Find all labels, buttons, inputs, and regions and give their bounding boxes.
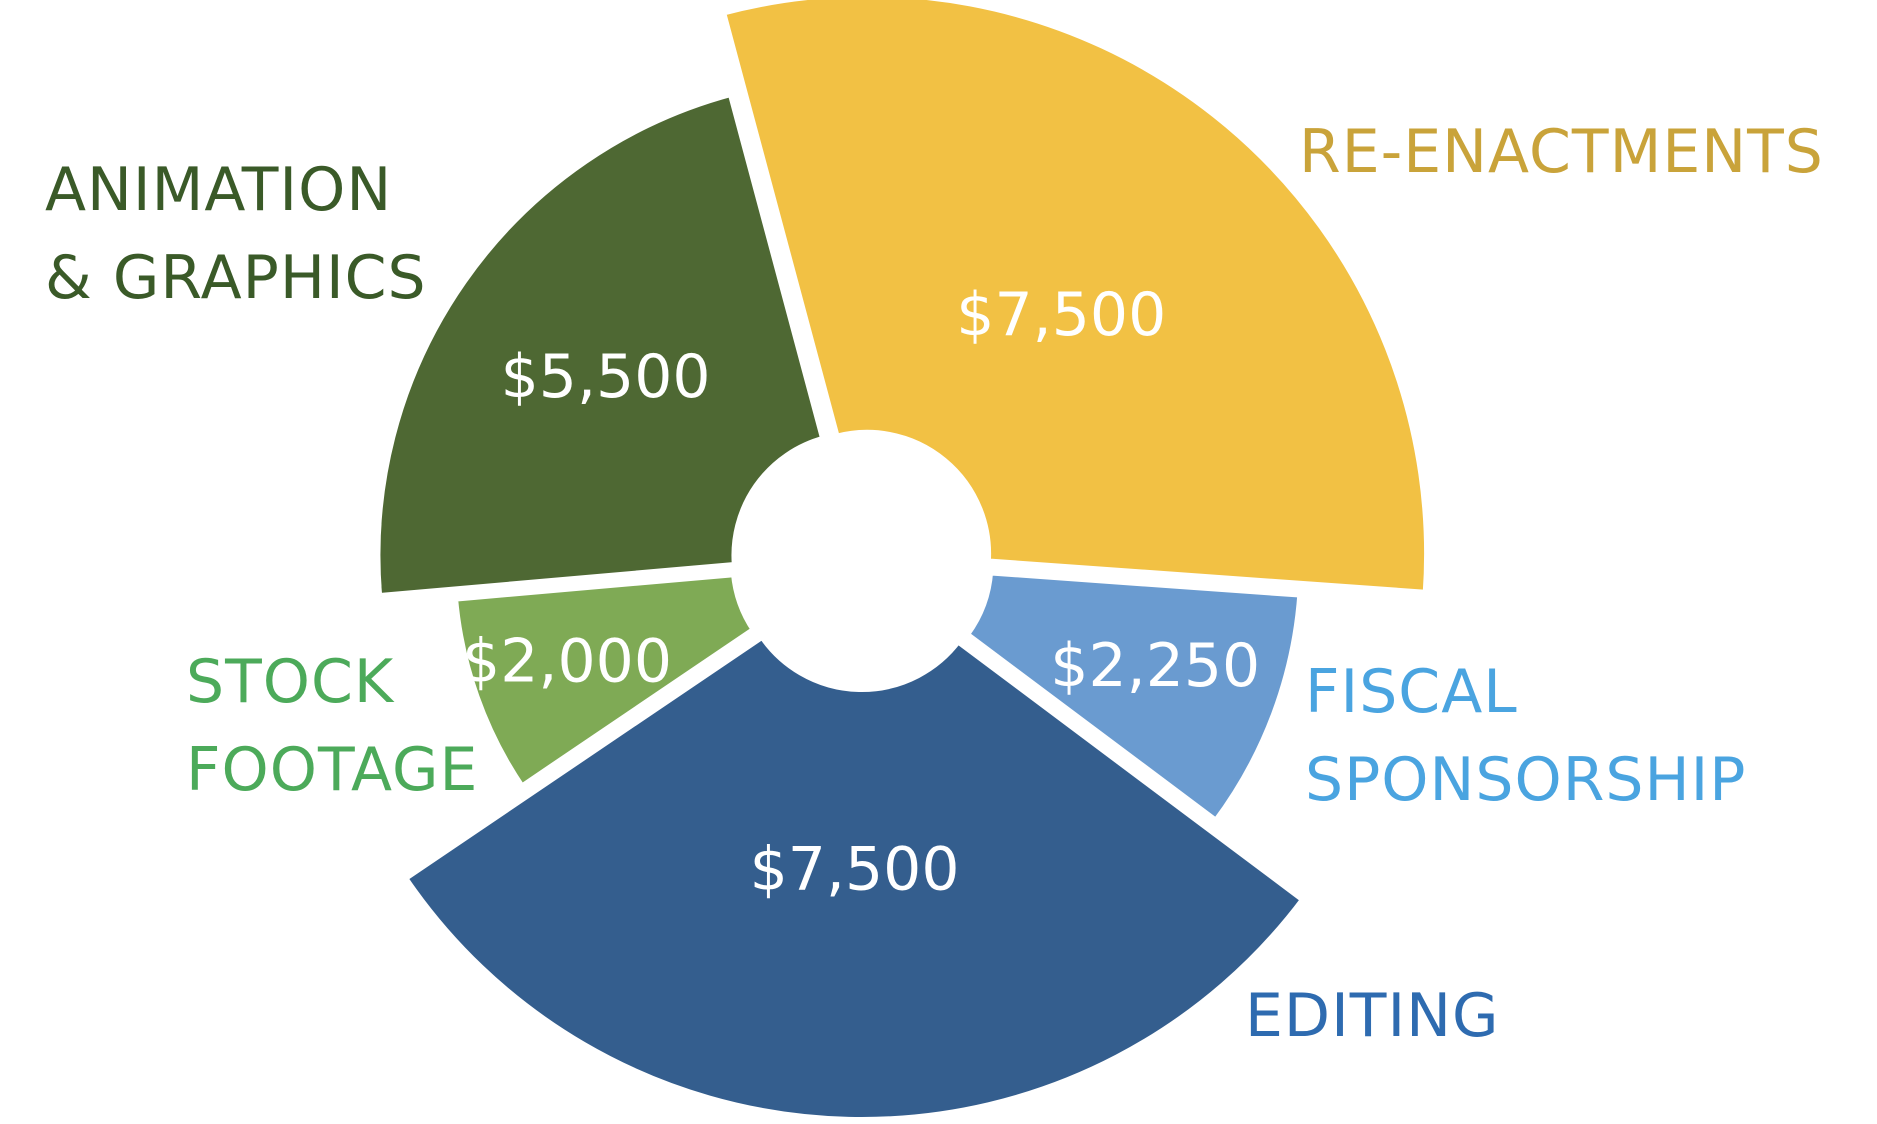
slice	[716, 0, 1433, 599]
category-label: RE-ENACTMENTS	[1299, 117, 1824, 187]
value-label: $7,500	[750, 835, 960, 905]
category-label: STOCK FOOTAGE	[186, 647, 479, 805]
slice	[449, 568, 761, 794]
value-label: $5,500	[501, 342, 711, 412]
category-label: FISCAL SPONSORSHIP	[1305, 657, 1747, 815]
category-label: ANIMATION & GRAPHICS	[45, 155, 427, 313]
slice	[959, 567, 1306, 828]
category-label: EDITING	[1245, 981, 1500, 1051]
value-label: $2,250	[1050, 631, 1260, 701]
slice	[398, 629, 1311, 1124]
value-label: $2,000	[462, 626, 672, 696]
value-label: $7,500	[956, 280, 1166, 350]
slice	[372, 87, 830, 602]
